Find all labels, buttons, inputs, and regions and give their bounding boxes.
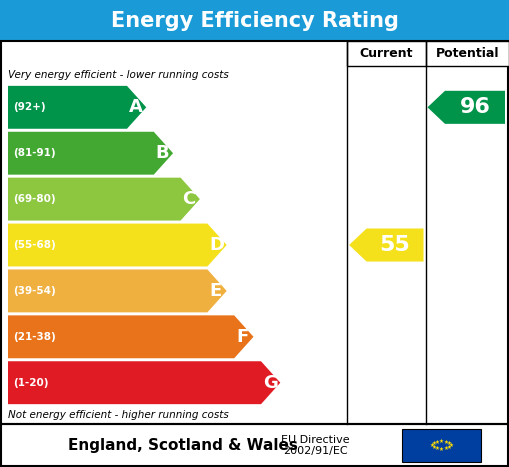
Text: (92+): (92+): [13, 102, 46, 113]
Text: ★: ★: [447, 441, 452, 446]
Polygon shape: [8, 132, 173, 175]
Polygon shape: [428, 91, 505, 124]
Text: (55-68): (55-68): [13, 240, 56, 250]
Text: England, Scotland & Wales: England, Scotland & Wales: [68, 438, 298, 453]
Bar: [1, 41, 508, 424]
Text: F: F: [236, 328, 248, 346]
Text: 96: 96: [460, 97, 490, 117]
Text: (1-20): (1-20): [13, 378, 48, 388]
Text: A: A: [129, 99, 143, 116]
Text: (69-80): (69-80): [13, 194, 55, 204]
Text: C: C: [183, 190, 196, 208]
Polygon shape: [8, 269, 227, 312]
Text: 55: 55: [380, 235, 410, 255]
Text: ★: ★: [447, 445, 452, 450]
Text: ★: ★: [431, 445, 436, 450]
Text: ★: ★: [431, 441, 436, 446]
Bar: [1, 424, 508, 466]
Text: D: D: [209, 236, 224, 254]
Text: B: B: [156, 144, 169, 162]
Text: EU Directive
2002/91/EC: EU Directive 2002/91/EC: [281, 435, 350, 456]
Text: Not energy efficient - higher running costs: Not energy efficient - higher running co…: [8, 410, 229, 420]
Text: G: G: [263, 374, 278, 392]
Text: ★: ★: [439, 447, 444, 452]
Polygon shape: [349, 228, 423, 262]
Bar: [347, 41, 509, 66]
Text: ★: ★: [448, 443, 453, 448]
Text: Current: Current: [359, 47, 413, 60]
Text: (21-38): (21-38): [13, 332, 56, 342]
Polygon shape: [8, 224, 227, 267]
Text: Energy Efficiency Rating: Energy Efficiency Rating: [110, 11, 399, 30]
Text: Very energy efficient - lower running costs: Very energy efficient - lower running co…: [8, 70, 229, 80]
Text: ★: ★: [444, 446, 448, 451]
Text: ★: ★: [435, 446, 439, 451]
Polygon shape: [8, 86, 146, 129]
Text: ★: ★: [435, 440, 439, 445]
Text: (39-54): (39-54): [13, 286, 56, 296]
Text: E: E: [209, 282, 221, 300]
Text: (81-91): (81-91): [13, 148, 55, 158]
Text: ★: ★: [439, 439, 444, 444]
Text: ★: ★: [430, 443, 435, 448]
Polygon shape: [8, 177, 200, 220]
Polygon shape: [8, 315, 253, 358]
Text: Potential: Potential: [436, 47, 499, 60]
Bar: [402, 429, 481, 462]
Text: ★: ★: [444, 440, 448, 445]
Polygon shape: [8, 361, 280, 404]
Bar: [0, 0, 509, 41]
